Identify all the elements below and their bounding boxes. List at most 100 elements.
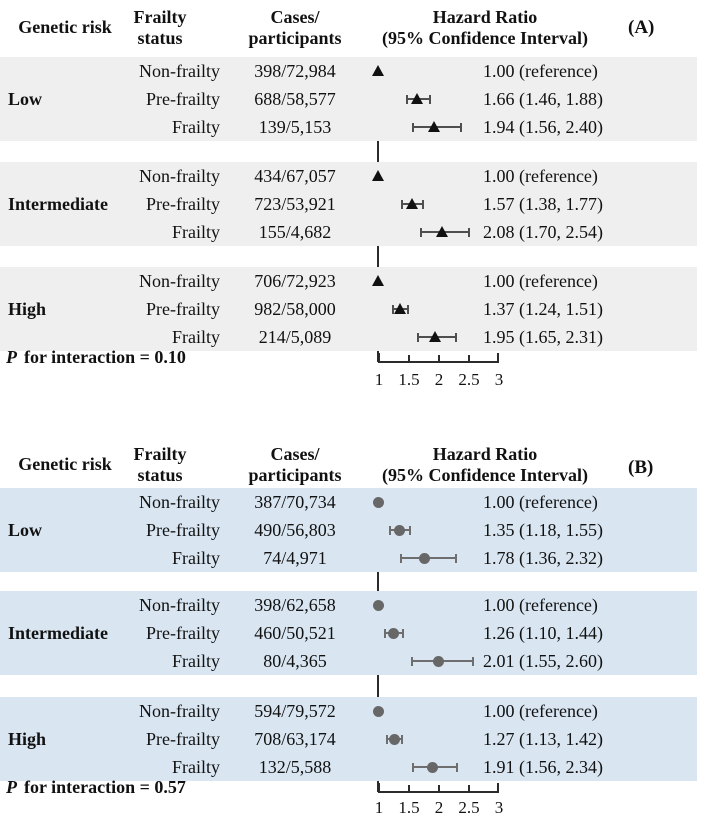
axis-tick-label: 3 [494, 370, 504, 389]
hr-header-line2: (95% Confidence Interval) [382, 28, 588, 48]
cases-cell: 139/5,153 [258, 117, 332, 137]
cases-header-line2: participants [248, 465, 342, 485]
ci-cap [420, 227, 422, 237]
x-axis [378, 791, 499, 793]
column-header-frailty-status: Frailty status [100, 7, 220, 49]
ci-cap [409, 525, 411, 535]
axis-tick [497, 353, 499, 361]
forest-marker-area [0, 544, 709, 572]
triangle-marker [411, 93, 424, 104]
hr-header-line1: Hazard Ratio [432, 7, 538, 27]
table-row: Pre-frailty 460/50,521 1.26 (1.10, 1.44) [0, 619, 709, 647]
table-row: Pre-frailty 982/58,000 1.37 (1.24, 1.51) [0, 295, 709, 323]
ci-cap [417, 332, 419, 342]
forest-marker-area [0, 85, 709, 113]
axis-tick [468, 355, 470, 361]
axis-tick [468, 785, 470, 791]
panel-b: Genetic risk Frailty status Cases/ parti… [0, 435, 709, 822]
group-label: Low [8, 519, 43, 540]
frailty-header-line1: Frailty [133, 7, 187, 27]
ci-cap [456, 762, 459, 772]
table-row: Pre-frailty 688/58,577 1.66 (1.46, 1.88) [0, 85, 709, 113]
cases-cell: 434/67,057 [254, 166, 336, 186]
triangle-marker [436, 226, 449, 237]
cases-cell: 706/72,923 [254, 271, 336, 291]
axis-tick [378, 783, 380, 791]
column-header-genetic-risk: Genetic risk [18, 17, 112, 37]
triangle-marker [405, 198, 418, 209]
frailty-status-cell: Pre-frailty [146, 729, 220, 749]
hr-value-cell: 2.01 (1.55, 2.60) [483, 651, 603, 671]
circle-marker [427, 761, 439, 773]
frailty-status-cell: Non-frailty [139, 166, 220, 186]
table-row: Pre-frailty 708/63,174 1.27 (1.13, 1.42) [0, 725, 709, 753]
cases-cell: 398/72,984 [254, 61, 336, 81]
frailty-header-line2: status [137, 465, 183, 485]
table-row: Frailty 139/5,153 1.94 (1.56, 2.40) [0, 113, 709, 141]
column-header-cases: Cases/ participants [232, 7, 358, 49]
ci-cap [428, 94, 431, 104]
hr-value-cell: 1.00 (reference) [483, 492, 598, 512]
hr-value-cell: 1.35 (1.18, 1.55) [483, 520, 603, 540]
hr-value-cell: 1.94 (1.56, 2.40) [483, 117, 603, 137]
cases-header-line1: Cases/ [270, 444, 320, 464]
circle-marker [388, 627, 400, 639]
table-row: Non-frailty 387/70,734 1.00 (reference) [0, 488, 709, 516]
group-high: High Non-frailty 594/79,572 1.00 (refere… [0, 697, 697, 781]
frailty-header-line2: status [137, 28, 183, 48]
forest-marker-area [0, 591, 709, 619]
table-row: Non-frailty 706/72,923 1.00 (reference) [0, 267, 709, 295]
forest-marker-area [0, 619, 709, 647]
ci-cap [400, 199, 403, 209]
triangle-marker [371, 275, 384, 286]
hr-value-cell: 2.08 (1.70, 2.54) [483, 222, 603, 242]
cases-cell: 708/63,174 [254, 729, 336, 749]
cases-cell: 74/4,971 [263, 548, 327, 568]
ci-cap [401, 734, 404, 744]
hr-value-cell: 1.26 (1.10, 1.44) [483, 623, 603, 643]
hr-value-cell: 1.00 (reference) [483, 166, 598, 186]
axis-tick-label: 3 [494, 798, 504, 817]
table-row: Frailty 132/5,588 1.91 (1.56, 2.34) [0, 753, 709, 781]
forest-marker-area [0, 218, 709, 246]
ci-cap [399, 553, 402, 563]
cases-cell: 398/62,658 [254, 595, 336, 615]
group-low: Low Non-frailty 398/72,984 1.00 (referen… [0, 57, 697, 141]
hr-value-cell: 1.27 (1.13, 1.42) [483, 729, 603, 749]
ci-cap [411, 656, 413, 666]
hr-value-cell: 1.37 (1.24, 1.51) [483, 299, 603, 319]
column-header-genetic-risk: Genetic risk [18, 454, 112, 474]
forest-marker-area [0, 697, 709, 725]
hr-value-cell: 1.57 (1.38, 1.77) [483, 194, 603, 214]
p-text: for interaction = 0.57 [24, 777, 186, 797]
triangle-marker [428, 331, 441, 342]
circle-marker [372, 496, 384, 508]
table-row: Pre-frailty 490/56,803 1.35 (1.18, 1.55) [0, 516, 709, 544]
ci-cap [455, 553, 458, 563]
panel-b-label: (B) [628, 457, 654, 478]
frailty-header-line1: Frailty [133, 444, 187, 464]
cases-header-line1: Cases/ [270, 7, 320, 27]
ci-cap [405, 94, 408, 104]
axis-tick [378, 353, 380, 361]
column-header-hazard-ratio: Hazard Ratio (95% Confidence Interval) [354, 7, 616, 49]
cases-cell: 155/4,682 [258, 222, 332, 242]
group-intermediate: Intermediate Non-frailty 434/67,057 1.00… [0, 162, 697, 246]
forest-marker-area [0, 295, 709, 323]
hr-value-cell: 1.66 (1.46, 1.88) [483, 89, 603, 109]
frailty-status-cell: Pre-frailty [146, 520, 220, 540]
hr-value-cell: 1.00 (reference) [483, 61, 598, 81]
frailty-status-cell: Frailty [172, 651, 220, 671]
triangle-marker [371, 65, 384, 76]
group-label: Intermediate [8, 622, 108, 643]
ci-cap [402, 628, 405, 638]
axis-tick [408, 785, 410, 791]
cases-cell: 688/58,577 [254, 89, 336, 109]
hr-header-line2: (95% Confidence Interval) [382, 465, 588, 485]
frailty-status-cell: Non-frailty [139, 271, 220, 291]
ci-cap [472, 656, 474, 666]
forest-marker-area [0, 57, 709, 85]
